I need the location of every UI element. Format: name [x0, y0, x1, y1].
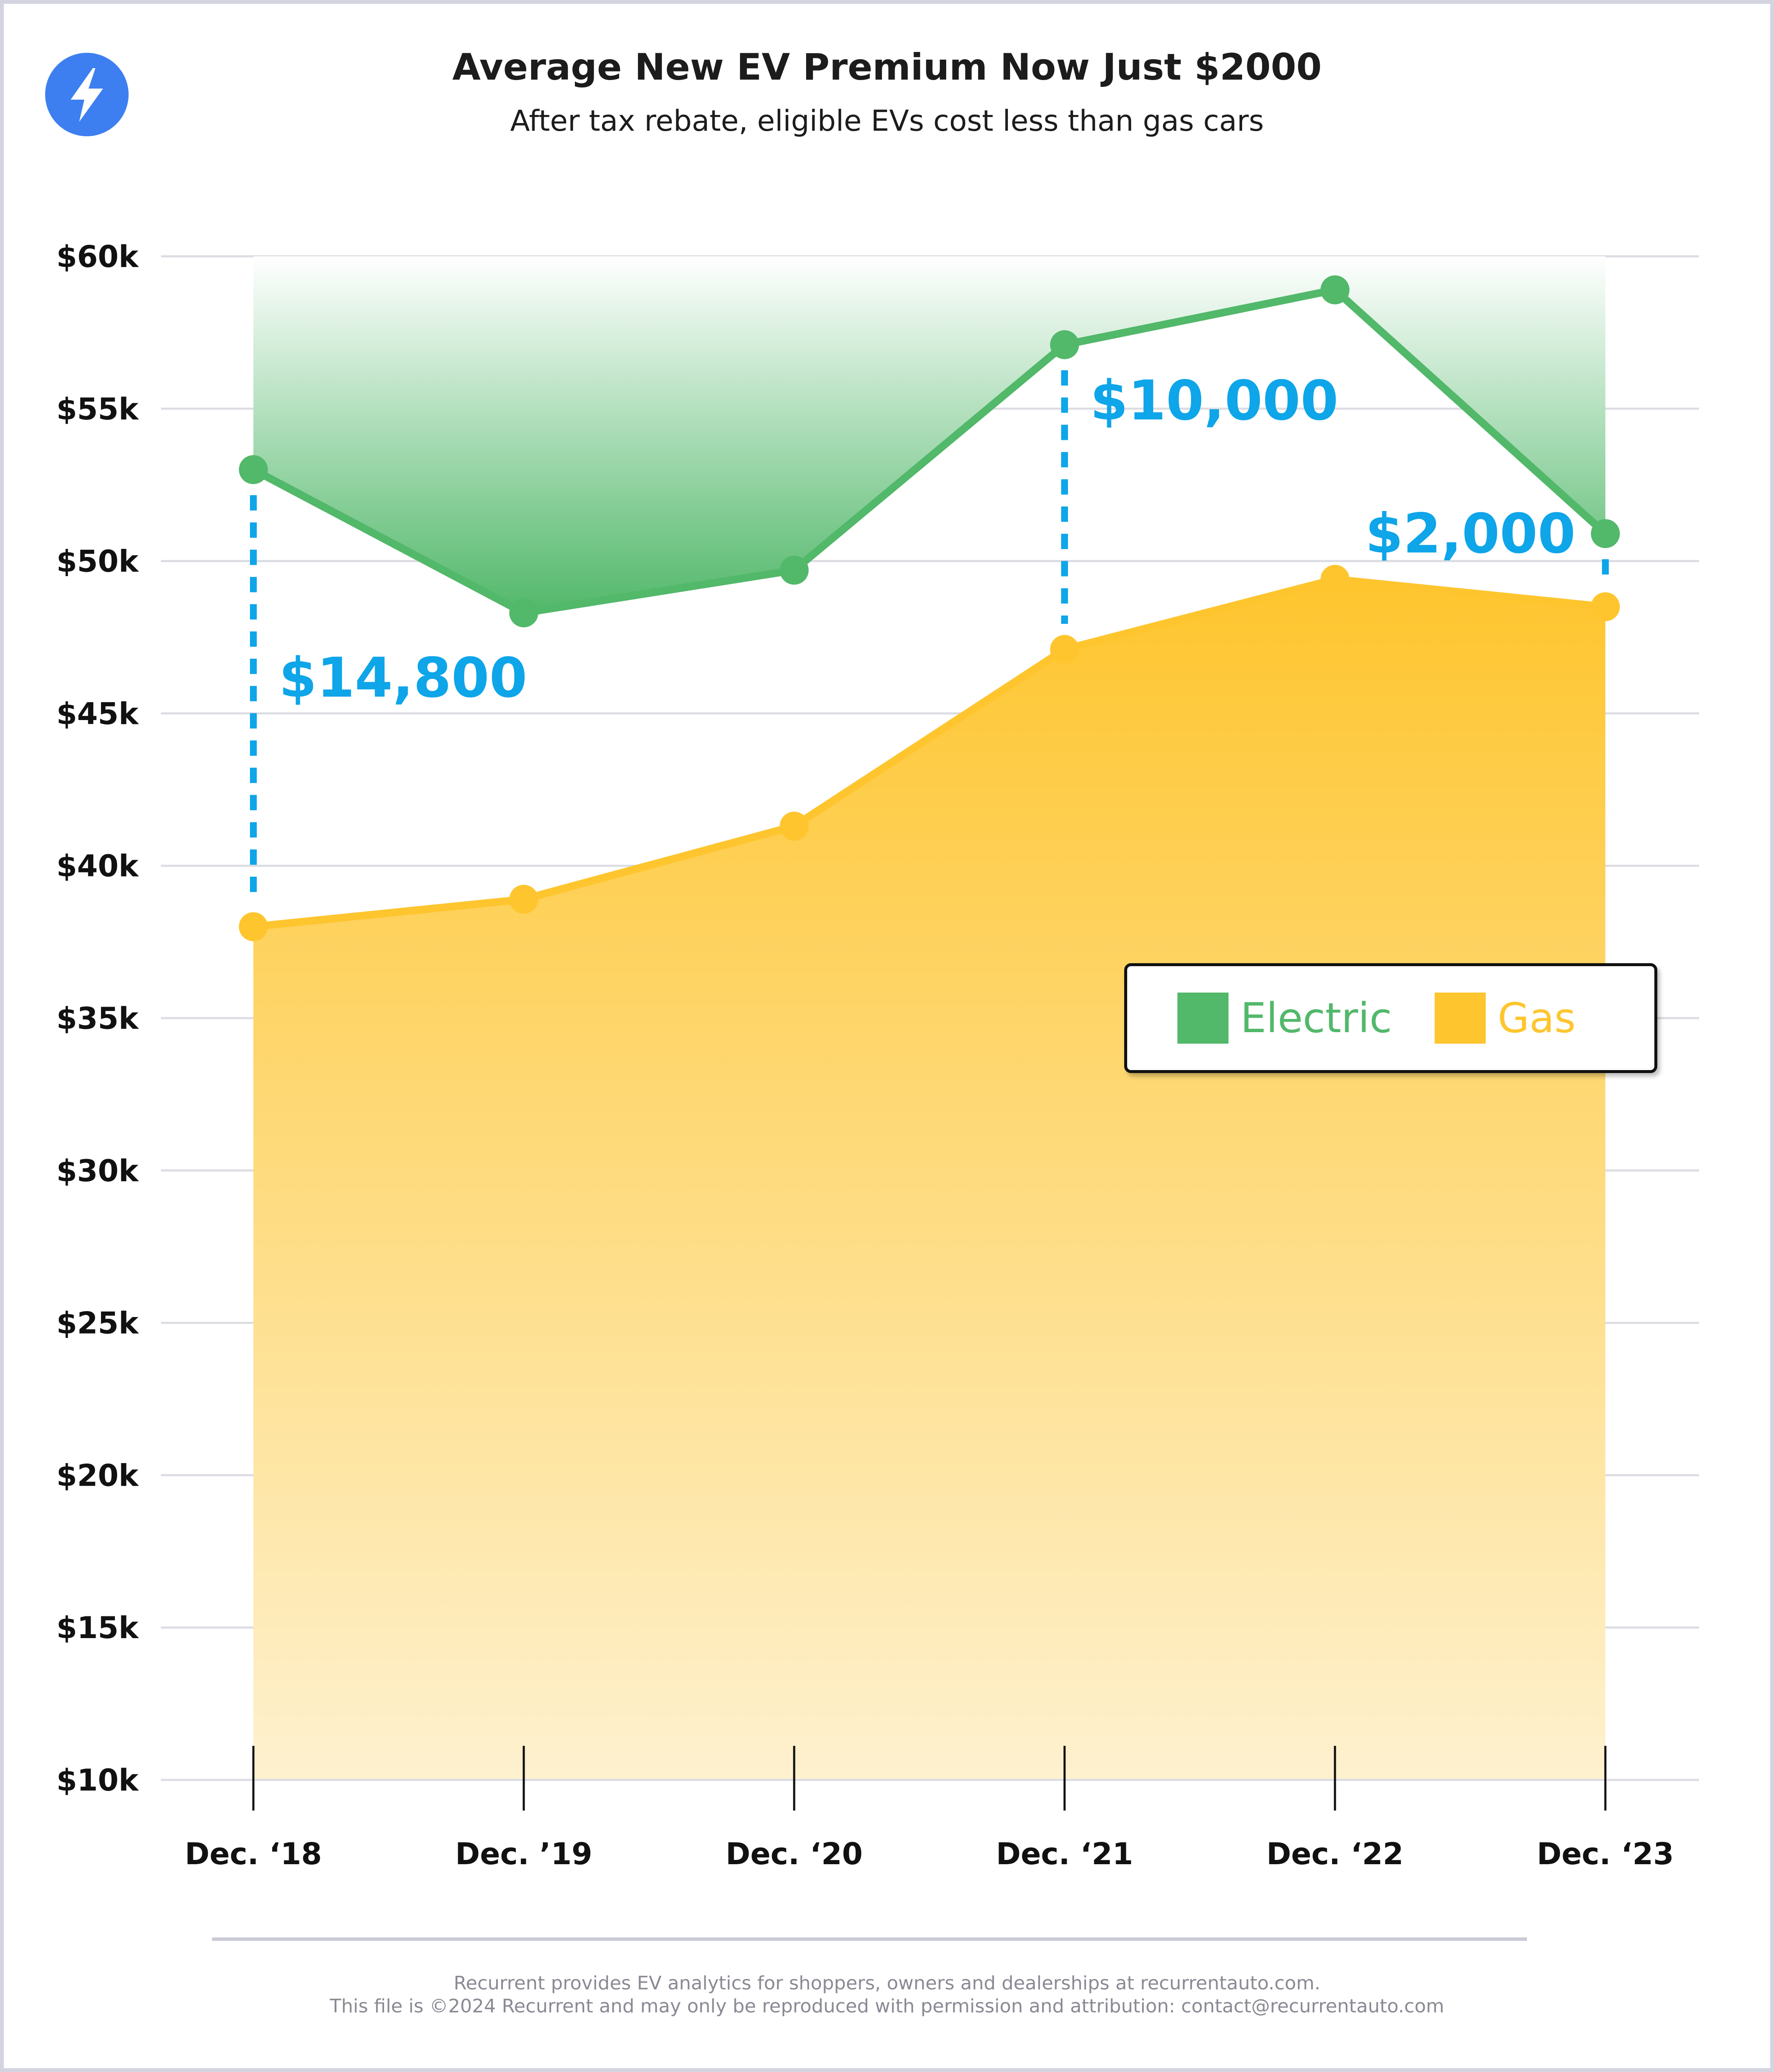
difference-label: $14,800 [279, 646, 527, 710]
y-tick-label: $25k [56, 1306, 139, 1341]
chart-legend: Electric Gas [1124, 963, 1657, 1073]
y-tick-label: $45k [56, 696, 139, 731]
legend-label-electric: Electric [1240, 994, 1392, 1042]
y-tick-label: $15k [56, 1610, 139, 1645]
legend-swatch-gas [1435, 993, 1486, 1044]
y-tick-label: $55k [56, 392, 139, 427]
gas-point [1591, 592, 1620, 621]
x-tick-label: Dec. ‘21 [996, 1837, 1133, 1871]
gas-line [253, 575, 1606, 931]
footer-divider [212, 1937, 1527, 1941]
y-tick-label: $10k [56, 1763, 139, 1798]
legend-swatch-electric [1177, 993, 1229, 1044]
electric-point [239, 455, 268, 484]
legend-label-gas: Gas [1498, 994, 1576, 1042]
x-tick-label: Dec. ’19 [455, 1837, 592, 1871]
gas-area [253, 579, 1605, 1780]
lightning-bolt-icon [71, 68, 103, 122]
gas-point [1050, 635, 1079, 664]
x-tick-label: Dec. ‘23 [1537, 1837, 1674, 1871]
x-tick-label: Dec. ‘18 [185, 1837, 322, 1871]
gas-point [239, 912, 268, 941]
y-tick-label: $35k [56, 1001, 139, 1036]
electric-point [509, 598, 538, 628]
y-tick-label: $40k [56, 849, 139, 884]
electric-point [1320, 275, 1349, 304]
electric-point [780, 556, 809, 585]
difference-label: $10,000 [1090, 369, 1338, 433]
footer-line-2: This file is ©2024 Recurrent and may onl… [330, 1995, 1444, 2017]
footer-line-1: Recurrent provides EV analytics for shop… [454, 1972, 1320, 1994]
y-tick-label: $30k [56, 1154, 139, 1188]
legend-item-gas: Gas [1435, 966, 1576, 1070]
gas-point [509, 884, 538, 914]
y-tick-label: $20k [56, 1458, 139, 1493]
difference-label: $2,000 [1365, 502, 1576, 566]
data-points [239, 275, 1620, 941]
series-lines [251, 286, 1608, 931]
electric-line [251, 286, 1608, 617]
electric-point [1591, 519, 1620, 548]
series-areas [253, 256, 1605, 1780]
difference-annotations: $14,800 $10,000 $2,000 [250, 369, 1609, 901]
gas-point [1320, 565, 1349, 594]
chart-title: Average New EV Premium Now Just $2000 [452, 46, 1322, 89]
electric-point [1050, 330, 1079, 359]
x-tick-label: Dec. ‘22 [1266, 1837, 1404, 1871]
axes: $60k $55k $50k $45k $40k $35k $30k $25k $20k $15k… [56, 239, 1699, 1871]
y-tick-label: $60k [56, 239, 139, 274]
legend-item-electric: Electric [1177, 966, 1392, 1070]
x-tick-label: Dec. ‘20 [726, 1837, 863, 1871]
recurrent-logo [45, 53, 129, 136]
chart-subtitle: After tax rebate, eligible EVs cost less… [510, 104, 1264, 138]
y-tick-label: $50k [56, 544, 139, 579]
electric-area [253, 256, 1605, 613]
gas-point [780, 812, 809, 841]
